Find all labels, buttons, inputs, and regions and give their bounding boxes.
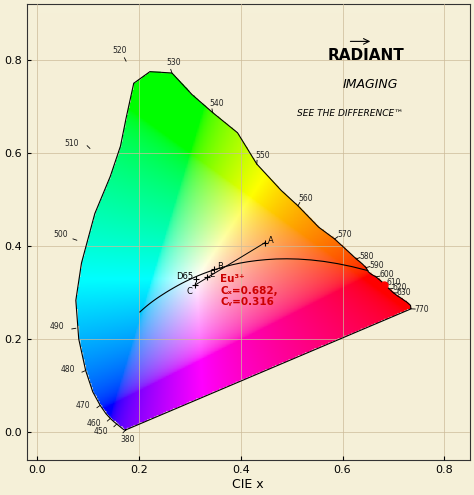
Text: 480: 480 [61, 365, 75, 374]
Text: 620: 620 [392, 283, 407, 292]
Text: 500: 500 [53, 230, 68, 239]
Text: IMAGING: IMAGING [343, 78, 398, 91]
Text: 520: 520 [112, 47, 127, 55]
Text: 630: 630 [397, 288, 411, 297]
Text: 470: 470 [75, 401, 90, 410]
Text: B: B [217, 262, 223, 271]
Text: D65: D65 [176, 272, 194, 281]
X-axis label: CIE x: CIE x [232, 478, 264, 491]
Text: E: E [209, 270, 215, 279]
Text: RADIANT: RADIANT [327, 48, 404, 63]
Text: C: C [186, 288, 192, 297]
Text: 610: 610 [387, 278, 401, 287]
Text: 770: 770 [414, 305, 428, 314]
Text: Eu³⁺
Cₓ=0.682,
Cᵧ=0.316: Eu³⁺ Cₓ=0.682, Cᵧ=0.316 [220, 274, 278, 307]
Text: 510: 510 [64, 139, 79, 148]
Text: 580: 580 [359, 251, 374, 261]
Text: 530: 530 [166, 58, 181, 67]
Text: 590: 590 [369, 261, 384, 270]
Text: 600: 600 [379, 270, 394, 279]
Text: 560: 560 [299, 195, 313, 203]
Text: SEE THE DIFFERENCE™: SEE THE DIFFERENCE™ [297, 109, 403, 118]
Text: 490: 490 [49, 322, 64, 331]
Text: A: A [267, 236, 273, 245]
Text: 550: 550 [256, 151, 271, 160]
Text: 380: 380 [121, 435, 136, 445]
Text: 450: 450 [94, 427, 109, 436]
Text: 570: 570 [337, 230, 352, 239]
Text: 540: 540 [210, 99, 224, 108]
Text: 460: 460 [86, 419, 101, 428]
